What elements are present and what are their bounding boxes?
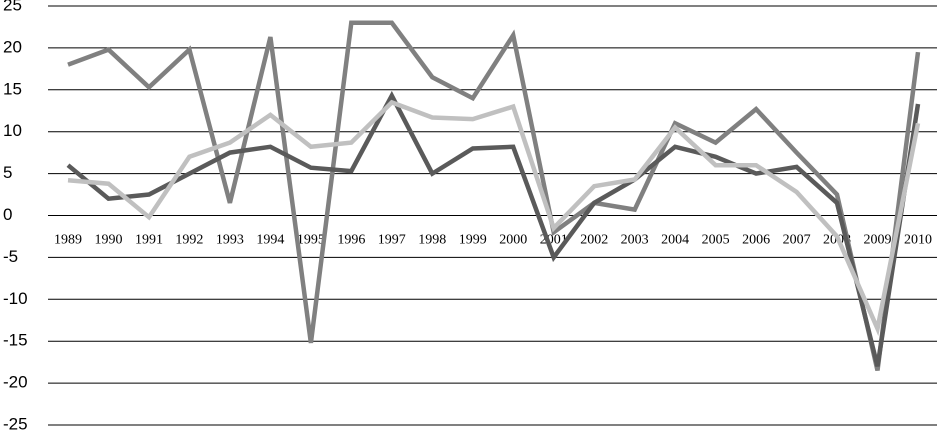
y-tick-label: -10 bbox=[3, 289, 28, 308]
x-tick-label: 2010 bbox=[904, 233, 932, 248]
x-tick-label: 2006 bbox=[742, 233, 770, 248]
x-tick-label: 1990 bbox=[94, 233, 122, 248]
y-tick-label: 5 bbox=[3, 163, 12, 182]
y-tick-label: -15 bbox=[3, 331, 28, 350]
x-tick-label: 2003 bbox=[621, 233, 649, 248]
x-tick-label: 2002 bbox=[580, 233, 608, 248]
y-tick-label: 15 bbox=[3, 79, 22, 98]
y-tick-label: -5 bbox=[3, 247, 18, 266]
x-tick-label: 2004 bbox=[661, 233, 689, 248]
x-tick-label: 1992 bbox=[175, 233, 203, 248]
x-tick-label: 2009 bbox=[864, 233, 892, 248]
y-tick-label: -25 bbox=[3, 414, 28, 433]
x-tick-label: 1998 bbox=[418, 233, 446, 248]
x-tick-label: 1993 bbox=[216, 233, 244, 248]
y-tick-label: 20 bbox=[3, 37, 22, 56]
y-tick-label: 10 bbox=[3, 121, 22, 140]
x-tick-label: 1994 bbox=[256, 233, 284, 248]
x-tick-label: 2007 bbox=[783, 233, 811, 248]
line-series bbox=[67, 99, 921, 337]
x-tick-label: 2005 bbox=[702, 233, 730, 248]
x-tick-label: 1999 bbox=[459, 233, 487, 248]
x-tick-label: 1991 bbox=[135, 233, 163, 248]
x-tick-label: 1997 bbox=[378, 233, 406, 248]
line-series bbox=[66, 90, 921, 367]
y-tick-label: 25 bbox=[3, 0, 22, 14]
x-tick-label: 1996 bbox=[337, 233, 365, 248]
x-tick-label: 2000 bbox=[499, 233, 527, 248]
x-tick-label: 1989 bbox=[54, 233, 82, 248]
y-tick-label: 0 bbox=[3, 205, 12, 224]
x-tick-label: 1995 bbox=[297, 233, 325, 248]
y-tick-label: -20 bbox=[3, 373, 28, 392]
line-series bbox=[67, 20, 921, 372]
